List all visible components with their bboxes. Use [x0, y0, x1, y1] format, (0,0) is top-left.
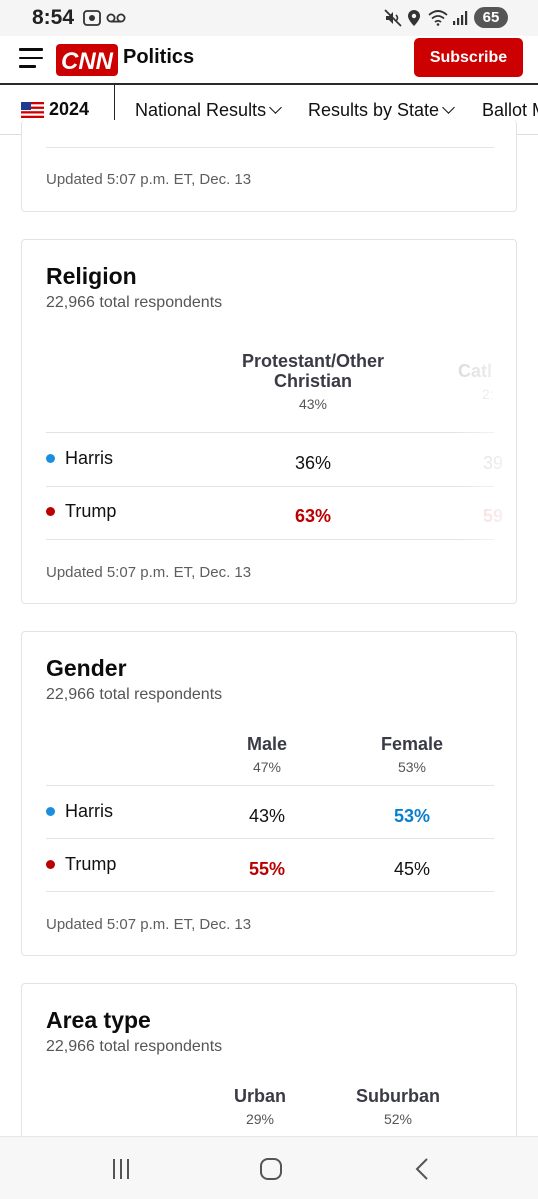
home-icon[interactable]: [256, 1155, 286, 1183]
column-share: 2:: [482, 386, 494, 402]
column-share: 47%: [252, 759, 282, 775]
trump-dot: [46, 507, 55, 516]
result-value: 59: [482, 506, 504, 526]
exit-poll-card-gender: Gender 22,966 total respondents Male 47%…: [21, 631, 517, 956]
nav-year-tab[interactable]: 2024: [0, 85, 115, 134]
respondents-count: 22,966 total respondents: [46, 294, 223, 311]
card-title: Religion: [46, 263, 137, 289]
result-value: 39: [482, 453, 504, 473]
divider: [46, 539, 494, 540]
svg-text:CNN: CNN: [61, 48, 114, 75]
updated-timestamp: Updated 5:07 p.m. ET, Dec. 13: [46, 171, 252, 188]
column-share: 43%: [298, 396, 328, 412]
result-value: 36%: [294, 453, 332, 473]
updated-timestamp: Updated 5:07 p.m. ET, Dec. 13: [46, 916, 252, 933]
status-time: 8:54: [32, 6, 75, 29]
cnn-logo[interactable]: CNN: [56, 44, 118, 76]
harris-dot: [46, 807, 55, 816]
section-title[interactable]: Politics: [123, 46, 195, 68]
divider: [46, 838, 494, 839]
card-title: Area type: [46, 1007, 151, 1033]
scroll-fade: [456, 300, 516, 580]
nav-results-by-state[interactable]: Results by State: [308, 100, 455, 121]
column-header: Suburban: [356, 1086, 440, 1106]
nav-national-results[interactable]: National Results: [135, 100, 282, 121]
chevron-down-icon: [442, 101, 455, 114]
us-flag-icon: [21, 102, 44, 118]
column-header: Male: [246, 734, 288, 754]
candidate-label: Harris: [65, 448, 113, 468]
result-value: 43%: [248, 806, 286, 826]
divider: [46, 891, 494, 892]
nav-item-label: National Results: [135, 100, 267, 120]
column-header-line: Protestant/Other: [241, 351, 385, 371]
nav-item-label: Results by State: [308, 100, 440, 120]
site-header: CNN Politics Subscribe: [0, 36, 538, 85]
column-share: 52%: [383, 1111, 413, 1127]
column-share: 53%: [397, 759, 427, 775]
respondents-count: 22,966 total respondents: [46, 1038, 223, 1055]
voicemail-icon: [106, 9, 126, 27]
recent-apps-icon[interactable]: [108, 1155, 138, 1183]
chevron-down-icon: [269, 101, 282, 114]
back-icon[interactable]: [408, 1155, 438, 1183]
candidate-trump: Trump: [46, 501, 116, 522]
exit-poll-card-religion: Religion 22,966 total respondents Protes…: [21, 239, 517, 604]
card-title: Gender: [46, 655, 127, 681]
respondents-count: 22,966 total respondents: [46, 686, 223, 703]
nav-year-label: 2024: [49, 99, 90, 119]
updated-timestamp: Updated 5:07 p.m. ET, Dec. 13: [46, 564, 252, 581]
column-header-line: Christian: [273, 371, 352, 391]
election-nav: 2024 National Results Results by State B…: [0, 85, 538, 135]
candidate-label: Trump: [65, 854, 117, 874]
system-navigation-bar: [0, 1136, 538, 1199]
nav-ballot-measures[interactable]: Ballot M: [482, 100, 538, 121]
divider: [46, 785, 494, 786]
divider: [46, 486, 494, 487]
mute-icon: [384, 9, 402, 27]
exit-poll-card-previous: Updated 5:07 p.m. ET, Dec. 13: [21, 120, 517, 212]
result-value-winner: 55%: [248, 859, 286, 879]
wifi-icon: [428, 9, 448, 27]
battery-icon: 65: [474, 7, 508, 28]
column-header: Protestant/Other Christian: [218, 351, 408, 391]
column-header: Female: [380, 734, 444, 754]
screenshot-icon: [82, 9, 102, 27]
status-bar: 8:54 65: [0, 0, 538, 36]
column-header: Urban: [233, 1086, 286, 1106]
trump-dot: [46, 860, 55, 869]
candidate-trump: Trump: [46, 854, 116, 875]
result-value: 45%: [393, 859, 431, 879]
divider: [46, 147, 494, 148]
candidate-label: Trump: [65, 501, 117, 521]
column-share: 29%: [245, 1111, 275, 1127]
harris-dot: [46, 454, 55, 463]
result-value-winner: 63%: [294, 506, 332, 526]
result-value-winner: 53%: [393, 806, 431, 826]
subscribe-button[interactable]: Subscribe: [414, 38, 523, 77]
divider: [46, 432, 494, 433]
candidate-harris: Harris: [46, 448, 113, 469]
nav-item-label: Ballot M: [482, 100, 538, 120]
location-icon: [406, 9, 422, 27]
signal-icon: [452, 9, 468, 27]
candidate-harris: Harris: [46, 801, 113, 822]
candidate-label: Harris: [65, 801, 113, 821]
menu-icon[interactable]: [19, 48, 43, 68]
column-header: Catl: [458, 361, 493, 381]
